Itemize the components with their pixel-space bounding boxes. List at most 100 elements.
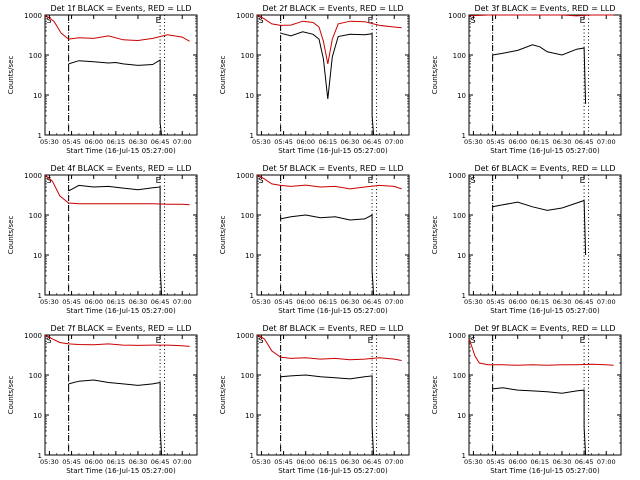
x-tick-label: 05:30 bbox=[464, 458, 483, 466]
x-tick-label: 07:00 bbox=[385, 298, 404, 306]
x-tick-label: 06:15 bbox=[318, 458, 337, 466]
y-tick-label: 100 bbox=[29, 212, 42, 220]
x-tick-label: 07:00 bbox=[385, 458, 404, 466]
marker-e-label: E bbox=[156, 176, 161, 185]
marker-s-label: S bbox=[470, 16, 475, 25]
y-tick-label: 10 bbox=[33, 92, 42, 100]
y-axis-label: Counts/sec bbox=[431, 56, 439, 95]
chart-title: Det 2f BLACK = Events, RED = LLD bbox=[262, 4, 403, 13]
x-tick-label: 06:45 bbox=[151, 458, 170, 466]
y-tick-label: 1 bbox=[462, 132, 466, 140]
plot-frame bbox=[44, 334, 198, 456]
series-line-events bbox=[280, 374, 375, 456]
marker-e-label: E bbox=[580, 16, 585, 25]
y-tick-label: 1 bbox=[38, 132, 42, 140]
x-axis-label: Start Time (16-Jul-15 05:27:00) bbox=[490, 467, 600, 475]
y-tick-label: 1000 bbox=[24, 172, 42, 180]
x-tick-label: 05:30 bbox=[464, 138, 483, 146]
marker-s-label: S bbox=[46, 336, 51, 345]
marker-e-label: E bbox=[156, 336, 161, 345]
x-tick-label: 06:00 bbox=[508, 138, 527, 146]
x-tick-label: 06:15 bbox=[318, 138, 337, 146]
plot-frame bbox=[256, 174, 410, 296]
y-tick-label: 100 bbox=[453, 372, 466, 380]
x-tick-label: 05:45 bbox=[274, 298, 293, 306]
y-tick-label: 1000 bbox=[24, 332, 42, 340]
x-tick-label: 06:00 bbox=[84, 138, 103, 146]
marker-s-label: S bbox=[46, 16, 51, 25]
y-axis-label: Counts/sec bbox=[219, 376, 227, 415]
x-tick-label: 06:15 bbox=[106, 138, 125, 146]
x-tick-label: 06:30 bbox=[553, 138, 572, 146]
plot-frame bbox=[256, 14, 410, 136]
x-tick-label: 05:45 bbox=[486, 138, 505, 146]
marker-e-label: E bbox=[368, 176, 373, 185]
x-tick-label: 05:45 bbox=[62, 138, 81, 146]
x-tick-label: 05:45 bbox=[62, 458, 81, 466]
x-axis-label: Start Time (16-Jul-15 05:27:00) bbox=[278, 467, 388, 475]
x-tick-label: 06:15 bbox=[318, 298, 337, 306]
chart-panel-det1f: Det 1f BLACK = Events, RED = LLD Counts/s… bbox=[7, 4, 198, 155]
chart-panel-det8f: Det 8f BLACK = Events, RED = LLD Counts/s… bbox=[219, 324, 410, 475]
x-tick-label: 06:15 bbox=[530, 458, 549, 466]
x-tick-label: 06:45 bbox=[363, 138, 382, 146]
x-tick-label: 07:00 bbox=[173, 458, 192, 466]
marker-s-label: S bbox=[258, 336, 263, 345]
x-axis-label: Start Time (16-Jul-15 05:27:00) bbox=[490, 307, 600, 315]
plot-frame bbox=[256, 334, 410, 456]
y-tick-label: 10 bbox=[33, 412, 42, 420]
x-tick-label: 06:15 bbox=[530, 298, 549, 306]
y-tick-label: 10 bbox=[245, 252, 254, 260]
x-tick-label: 06:00 bbox=[84, 298, 103, 306]
x-tick-label: 06:30 bbox=[553, 458, 572, 466]
plot-frame bbox=[468, 14, 622, 136]
y-axis-label: Counts/sec bbox=[7, 376, 15, 415]
marker-s-label: S bbox=[470, 176, 475, 185]
x-axis-label: Start Time (16-Jul-15 05:27:00) bbox=[66, 467, 176, 475]
series-line-events bbox=[280, 31, 375, 136]
marker-e-label: E bbox=[580, 176, 585, 185]
x-tick-label: 06:30 bbox=[129, 458, 148, 466]
marker-s-label: S bbox=[46, 176, 51, 185]
chart-panel-det6f: Det 6f BLACK = Events, RED = LLD Counts/s… bbox=[431, 164, 622, 315]
x-tick-label: 06:30 bbox=[341, 298, 360, 306]
series-line-lld bbox=[44, 174, 190, 206]
y-tick-label: 100 bbox=[453, 52, 466, 60]
x-tick-label: 06:00 bbox=[296, 298, 315, 306]
chart-title: Det 1f BLACK = Events, RED = LLD bbox=[50, 4, 191, 13]
x-tick-label: 06:00 bbox=[508, 458, 527, 466]
series-line-events bbox=[68, 379, 163, 456]
x-tick-label: 06:15 bbox=[106, 298, 125, 306]
marker-e-label: E bbox=[368, 336, 373, 345]
x-tick-label: 06:45 bbox=[575, 298, 594, 306]
x-tick-label: 05:45 bbox=[486, 458, 505, 466]
chart-title: Det 7f BLACK = Events, RED = LLD bbox=[50, 324, 191, 333]
x-axis-label: Start Time (16-Jul-15 05:27:00) bbox=[278, 147, 388, 155]
x-tick-label: 06:00 bbox=[508, 298, 527, 306]
series-line-lld bbox=[468, 14, 614, 17]
plot-frame bbox=[468, 334, 622, 456]
y-tick-label: 1 bbox=[38, 452, 42, 460]
plot-frame bbox=[44, 14, 198, 136]
x-tick-label: 06:30 bbox=[129, 138, 148, 146]
x-tick-label: 06:45 bbox=[151, 138, 170, 146]
marker-e-label: E bbox=[156, 16, 161, 25]
y-tick-label: 100 bbox=[241, 212, 254, 220]
y-tick-label: 1000 bbox=[448, 172, 466, 180]
series-line-lld bbox=[256, 174, 402, 190]
y-axis-label: Counts/sec bbox=[7, 216, 15, 255]
y-tick-label: 10 bbox=[245, 412, 254, 420]
x-tick-label: 06:30 bbox=[129, 298, 148, 306]
x-tick-label: 05:30 bbox=[464, 298, 483, 306]
x-tick-label: 06:45 bbox=[363, 298, 382, 306]
x-tick-label: 07:00 bbox=[597, 138, 616, 146]
chart-panel-det2f: Det 2f BLACK = Events, RED = LLD Counts/s… bbox=[219, 4, 410, 155]
marker-e-label: E bbox=[580, 336, 585, 345]
y-tick-label: 1000 bbox=[236, 332, 254, 340]
x-tick-label: 05:30 bbox=[252, 298, 271, 306]
chart-panel-det3f: Det 3f BLACK = Events, RED = LLD Counts/s… bbox=[431, 4, 622, 155]
x-tick-label: 06:30 bbox=[341, 458, 360, 466]
y-axis-label: Counts/sec bbox=[219, 216, 227, 255]
y-tick-label: 1 bbox=[250, 292, 254, 300]
